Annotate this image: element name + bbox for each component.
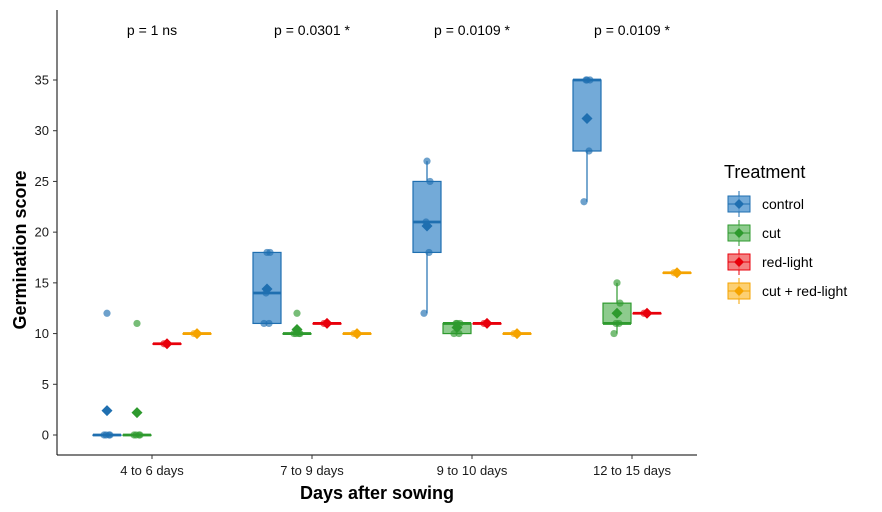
y-tick-label: 35: [35, 73, 49, 88]
series-cut: [122, 279, 632, 439]
legend-title: Treatment: [724, 162, 805, 182]
x-tick-label: 7 to 9 days: [280, 463, 344, 478]
data-point: [423, 157, 431, 165]
box-group: [182, 328, 212, 340]
mean-marker: [641, 307, 653, 319]
legend-mean-marker: [734, 257, 744, 267]
data-point: [425, 248, 433, 257]
data-point: [580, 198, 588, 206]
y-tick-label: 10: [35, 326, 49, 341]
mean-marker: [261, 283, 273, 295]
mean-marker: [101, 405, 113, 417]
x-tick-label: 9 to 10 days: [437, 463, 508, 478]
series-control: [92, 76, 602, 439]
mean-marker: [291, 324, 303, 336]
box-group: [92, 309, 122, 439]
y-tick-label: 5: [42, 377, 49, 392]
mean-marker: [131, 407, 143, 419]
box-group: [472, 317, 502, 329]
p-value-label: p = 0.0109 *: [434, 22, 510, 38]
data-point: [610, 329, 618, 338]
mean-marker: [581, 113, 593, 125]
box-group: [662, 267, 692, 279]
y-tick-label: 25: [35, 174, 49, 189]
mean-marker: [421, 220, 433, 232]
legend: Treatment control cut red-light cut + red-l…: [724, 162, 847, 304]
box-group: [632, 307, 662, 319]
data-point: [420, 309, 428, 317]
data-point: [103, 309, 111, 317]
axes: [56, 10, 697, 456]
box-group: [342, 328, 372, 340]
mean-marker: [321, 317, 333, 329]
mean-marker: [351, 328, 363, 340]
p-value-label: p = 0.0109 *: [594, 22, 670, 38]
y-axis-title: Germination score: [10, 170, 30, 329]
legend-mean-marker: [734, 228, 744, 238]
p-value-label: p = 0.0301 *: [274, 22, 350, 38]
legend-item: red-light: [727, 249, 813, 275]
legend-item: cut: [727, 220, 781, 246]
data-point: [585, 147, 593, 155]
series-cut-red-light: [182, 267, 692, 340]
box-group: [122, 319, 152, 439]
box-group: [152, 338, 182, 350]
box-group: [572, 76, 602, 206]
data-point: [616, 299, 624, 307]
p-value-label: p = 1 ns: [127, 22, 177, 38]
boxes: [92, 76, 692, 439]
data-point: [265, 319, 273, 328]
data-point: [260, 319, 268, 328]
data-point: [583, 76, 591, 84]
mean-marker: [191, 328, 203, 340]
legend-item: cut + red-light: [727, 278, 847, 304]
mean-marker: [611, 307, 623, 319]
x-tick-label: 4 to 6 days: [120, 463, 184, 478]
legend-mean-marker: [734, 286, 744, 296]
data-point: [106, 431, 114, 439]
series-red-light: [152, 307, 662, 350]
box-group: [312, 317, 342, 329]
box: [412, 180, 442, 254]
box-group: [252, 248, 282, 328]
box-group: [412, 157, 442, 317]
data-point: [612, 319, 620, 328]
legend-item: control: [727, 191, 804, 217]
data-point: [136, 431, 144, 439]
y-tick-label: 20: [35, 225, 49, 240]
box-group: [282, 309, 312, 338]
legend-label: red-light: [762, 254, 813, 270]
data-point: [133, 319, 141, 328]
y-tick-label: 30: [35, 123, 49, 138]
p-value-labels: p = 1 ns p = 0.0301 * p = 0.0109 * p = 0.01…: [127, 22, 671, 38]
y-tick-label: 15: [35, 275, 49, 290]
mean-marker: [451, 321, 463, 333]
box-group: [442, 319, 472, 338]
data-point: [426, 177, 434, 186]
data-point: [293, 309, 301, 317]
legend-label: control: [762, 196, 804, 212]
x-axis-title: Days after sowing: [300, 483, 454, 503]
box-group: [502, 328, 532, 340]
y-tick-label: 0: [42, 428, 49, 443]
mean-marker: [481, 317, 493, 329]
box-group: [602, 279, 632, 338]
x-tick-label: 12 to 15 days: [593, 463, 672, 478]
mean-marker: [161, 338, 173, 350]
legend-label: cut + red-light: [762, 283, 847, 299]
legend-label: cut: [762, 225, 781, 241]
legend-mean-marker: [734, 199, 744, 209]
mean-marker: [671, 267, 683, 279]
data-point: [613, 279, 621, 287]
data-point: [263, 248, 271, 257]
y-ticks: 0 5 10 15 20 25 30 35: [35, 73, 57, 443]
x-ticks: 4 to 6 days 7 to 9 days 9 to 10 days 12 to …: [120, 455, 672, 478]
mean-marker: [511, 328, 523, 340]
